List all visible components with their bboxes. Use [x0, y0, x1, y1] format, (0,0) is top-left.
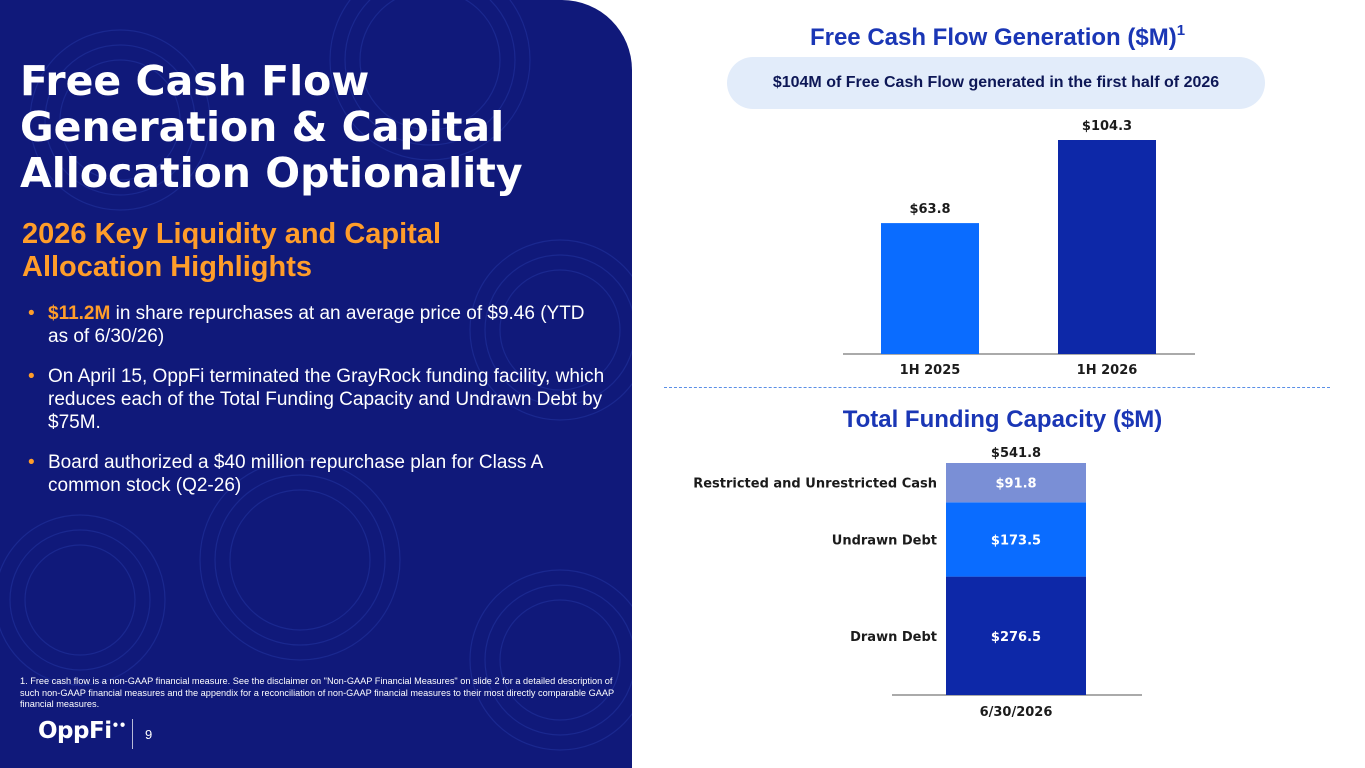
bullet-icon: • — [28, 303, 35, 324]
fcf-value-label: $63.8 — [909, 202, 950, 217]
logo-divider — [132, 719, 133, 749]
left-panel: Free Cash Flow Generation & Capital Allo… — [0, 0, 632, 768]
logo-dots-icon: •• — [111, 718, 127, 733]
footnote: 1. Free cash flow is a non-GAAP financia… — [20, 676, 614, 709]
fcf-bar — [1058, 140, 1156, 354]
tfc-segment-value: $276.5 — [991, 630, 1041, 645]
bullet-icon: • — [28, 452, 35, 473]
tfc-segment — [946, 463, 1086, 503]
fcf-callout: $104M of Free Cash Flow generated in the… — [727, 57, 1265, 109]
highlight-amount: $11.2M — [48, 303, 111, 324]
fcf-bar — [881, 223, 979, 354]
oppfi-logo: OppFi•• — [38, 718, 126, 744]
tfc-chart-title: Total Funding Capacity ($M) — [842, 406, 1163, 433]
highlight-text: On April 15, OppFi terminated the GrayRo… — [48, 366, 605, 433]
tfc-segment — [946, 502, 1086, 577]
tfc-segment-value: $91.8 — [995, 477, 1036, 492]
background-pattern — [0, 0, 632, 751]
highlight-text: Board authorized a $40 million repurchas… — [48, 452, 543, 496]
slide-title: Free Cash Flow Generation & Capital Allo… — [20, 57, 523, 197]
fcf-category-label: 1H 2026 — [1077, 363, 1138, 378]
fcf-value-label: $104.3 — [1082, 119, 1132, 134]
bullet-icon: • — [28, 366, 35, 387]
page-number: 9 — [145, 727, 153, 742]
highlight-text: in share repurchases at an average price… — [48, 303, 585, 347]
tfc-segment-name: Undrawn Debt — [832, 533, 937, 548]
tfc-segment-name: Drawn Debt — [850, 630, 937, 645]
fcf-category-label: 1H 2025 — [900, 363, 961, 378]
fcf-title-footnote-marker: 1 — [1176, 22, 1186, 39]
tfc-segment-name: Restricted and Unrestricted Cash — [693, 477, 937, 492]
section-divider — [664, 387, 1330, 388]
slide-subtitle: 2026 Key Liquidity and Capital Allocatio… — [22, 218, 441, 283]
highlight-item: • $11.2M in share repurchases at an aver… — [28, 302, 608, 348]
tfc-segment — [946, 576, 1086, 695]
highlights-list: • $11.2M in share repurchases at an aver… — [28, 302, 608, 514]
tfc-category-label: 6/30/2026 — [980, 705, 1053, 720]
tfc-segment-value: $173.5 — [991, 533, 1041, 548]
tfc-total-label: $541.8 — [991, 446, 1041, 461]
fcf-chart-title: Free Cash Flow Generation ($M)1 — [809, 22, 1186, 51]
highlight-item: • Board authorized a $40 million repurch… — [28, 451, 608, 497]
highlight-item: • On April 15, OppFi terminated the Gray… — [28, 365, 608, 434]
